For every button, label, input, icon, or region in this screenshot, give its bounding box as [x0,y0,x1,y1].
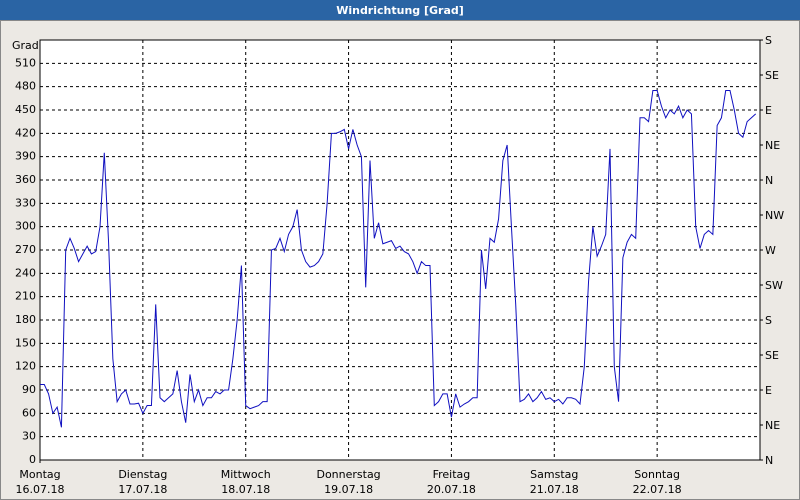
y2-tick-label: SW [765,279,783,292]
y2-tick-label: W [765,244,776,257]
x-tick-day: Donnerstag [316,468,380,481]
y-tick-label: 180 [15,313,36,326]
y2-tick-label: NE [765,139,780,152]
y-tick-label: 30 [22,430,36,443]
x-tick-day: Sonntag [634,468,680,481]
y-tick-label: 150 [15,336,36,349]
y-tick-label: 270 [15,243,36,256]
y2-tick-label: S [765,314,772,327]
x-tick-day: Freitag [433,468,471,481]
y-tick-label: 300 [15,220,36,233]
x-tick-date: 17.07.18 [118,483,167,496]
y2-tick-label: N [765,174,773,187]
x-tick-date: 21.07.18 [530,483,579,496]
y-tick-label: 60 [22,406,36,419]
y2-tick-label: N [765,454,773,467]
y-tick-label: 480 [15,80,36,93]
y-tick-label: 90 [22,383,36,396]
y-tick-label: 510 [15,56,36,69]
y-tick-label: 450 [15,103,36,116]
x-tick-day: Samstag [530,468,578,481]
y2-tick-label: SE [765,69,779,82]
y-tick-label: 0 [29,453,36,466]
y2-tick-label: E [765,384,772,397]
x-tick-date: 16.07.18 [16,483,65,496]
data-line [40,90,757,428]
y-tick-label: 240 [15,266,36,279]
y2-tick-label: S [765,34,772,47]
y-tick-label: 390 [15,150,36,163]
y2-tick-label: NE [765,419,780,432]
title-bar [0,0,800,20]
y-tick-label: 420 [15,126,36,139]
y-tick-label: 330 [15,196,36,209]
y2-tick-label: E [765,104,772,117]
y2-tick-label: SE [765,349,779,362]
x-tick-day: Dienstag [118,468,167,481]
y-tick-label: 360 [15,173,36,186]
x-tick-date: 22.07.18 [633,483,682,496]
x-tick-date: 19.07.18 [324,483,373,496]
y-tick-label: 120 [15,360,36,373]
y2-tick-label: NW [765,209,784,222]
x-tick-date: 18.07.18 [221,483,270,496]
y-tick-label: 210 [15,290,36,303]
y-axis-label: Grad [12,39,39,52]
x-tick-day: Mittwoch [221,468,271,481]
x-tick-date: 20.07.18 [427,483,476,496]
x-tick-day: Montag [19,468,60,481]
chart-title: Windrichtung [Grad] [336,4,464,17]
